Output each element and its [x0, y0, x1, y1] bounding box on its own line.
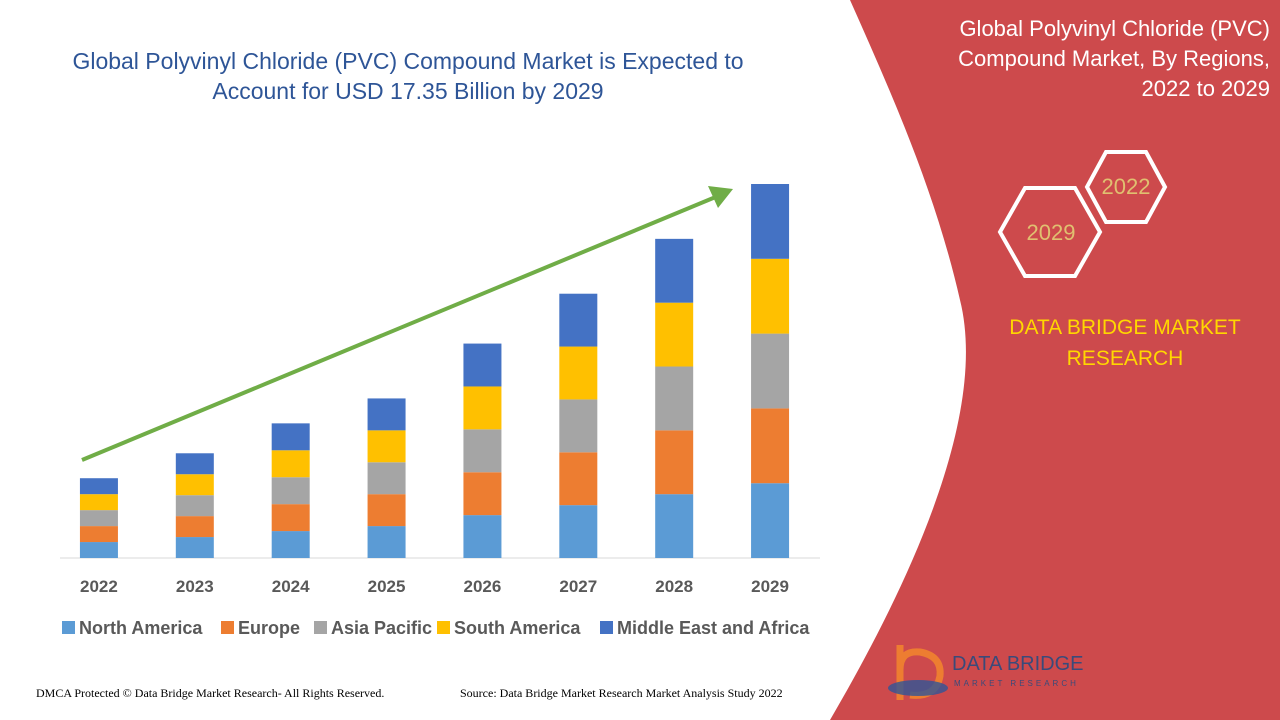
- hex-year: 2022: [1102, 174, 1151, 199]
- bar-segment: [271, 477, 310, 505]
- footer-right: Source: Data Bridge Market Research Mark…: [460, 686, 783, 700]
- logo-swoosh: [888, 680, 948, 696]
- bar-segment: [751, 184, 790, 259]
- bar-segment: [559, 452, 598, 506]
- bar-segment: [175, 537, 214, 558]
- bar-segment: [367, 462, 406, 495]
- bar-segment: [655, 430, 694, 495]
- bar-segment: [271, 531, 310, 558]
- x-tick-label: 2025: [368, 577, 406, 596]
- panel-title: Global Polyvinyl Chloride (PVC) Compound…: [958, 16, 1270, 101]
- bar-segment: [559, 505, 598, 558]
- legend-label: Middle East and Africa: [617, 618, 810, 638]
- bar-segment: [271, 423, 310, 451]
- bar-segment: [751, 333, 790, 409]
- logo-tagline: MARKET RESEARCH: [954, 679, 1079, 688]
- bar-segment: [271, 504, 310, 532]
- bar-segment: [463, 472, 502, 516]
- bar-segment: [79, 510, 118, 527]
- trend-arrow: [81, 194, 719, 462]
- bar-segment: [463, 343, 502, 387]
- hex-year: 2029: [1027, 220, 1076, 245]
- logo-name: DATA BRIDGE: [952, 653, 1084, 675]
- x-tick-label: 2027: [559, 577, 597, 596]
- x-tick-label: 2024: [272, 577, 310, 596]
- bar-segment: [751, 258, 790, 334]
- bar-segment: [559, 293, 598, 347]
- bar-segment: [367, 526, 406, 558]
- bar-segment: [655, 494, 694, 558]
- bar-segment: [175, 495, 214, 517]
- bar-segment: [463, 429, 502, 473]
- bar-segment: [367, 494, 406, 527]
- footer-left: DMCA Protected © Data Bridge Market Rese…: [36, 686, 385, 700]
- hexagon: [1084, 150, 1168, 224]
- bar-segment: [655, 366, 694, 431]
- legend-swatch: [62, 621, 75, 634]
- side-panel: [830, 0, 1280, 720]
- x-tick-label: 2028: [655, 577, 693, 596]
- legend-label: Asia Pacific: [331, 618, 432, 638]
- bar-segment: [559, 399, 598, 453]
- bar-segment: [175, 474, 214, 496]
- bar-segment: [79, 526, 118, 543]
- bar-segment: [79, 494, 118, 511]
- legend-label: North America: [79, 618, 203, 638]
- bar-segment: [463, 386, 502, 430]
- hexagon: [997, 186, 1103, 278]
- bar-segment: [367, 430, 406, 463]
- bar-segment: [79, 542, 118, 558]
- x-tick-label: 2023: [176, 577, 214, 596]
- bar-segment: [175, 516, 214, 538]
- legend-label: Europe: [238, 618, 300, 638]
- bar-segment: [751, 408, 790, 484]
- legend-swatch: [221, 621, 234, 634]
- bar-segment: [751, 483, 790, 558]
- x-tick-label: 2022: [80, 577, 118, 596]
- legend-swatch: [600, 621, 613, 634]
- x-tick-label: 2026: [464, 577, 502, 596]
- bar-segment: [559, 346, 598, 400]
- bar-segment: [271, 450, 310, 478]
- bar-segment: [655, 238, 694, 303]
- legend-swatch: [314, 621, 327, 634]
- legend-label: South America: [454, 618, 581, 638]
- arrow-head: [708, 186, 733, 208]
- bar-segment: [463, 515, 502, 558]
- bar-segment: [655, 302, 694, 367]
- legend-swatch: [437, 621, 450, 634]
- bar-segment: [79, 478, 118, 495]
- bar-segment: [175, 453, 214, 475]
- chart-title: Global Polyvinyl Chloride (PVC) Compound…: [72, 48, 744, 104]
- brand: DATA BRIDGE MARKET RESEARCH: [1009, 316, 1241, 370]
- x-tick-label: 2029: [751, 577, 789, 596]
- bar-segment: [367, 398, 406, 431]
